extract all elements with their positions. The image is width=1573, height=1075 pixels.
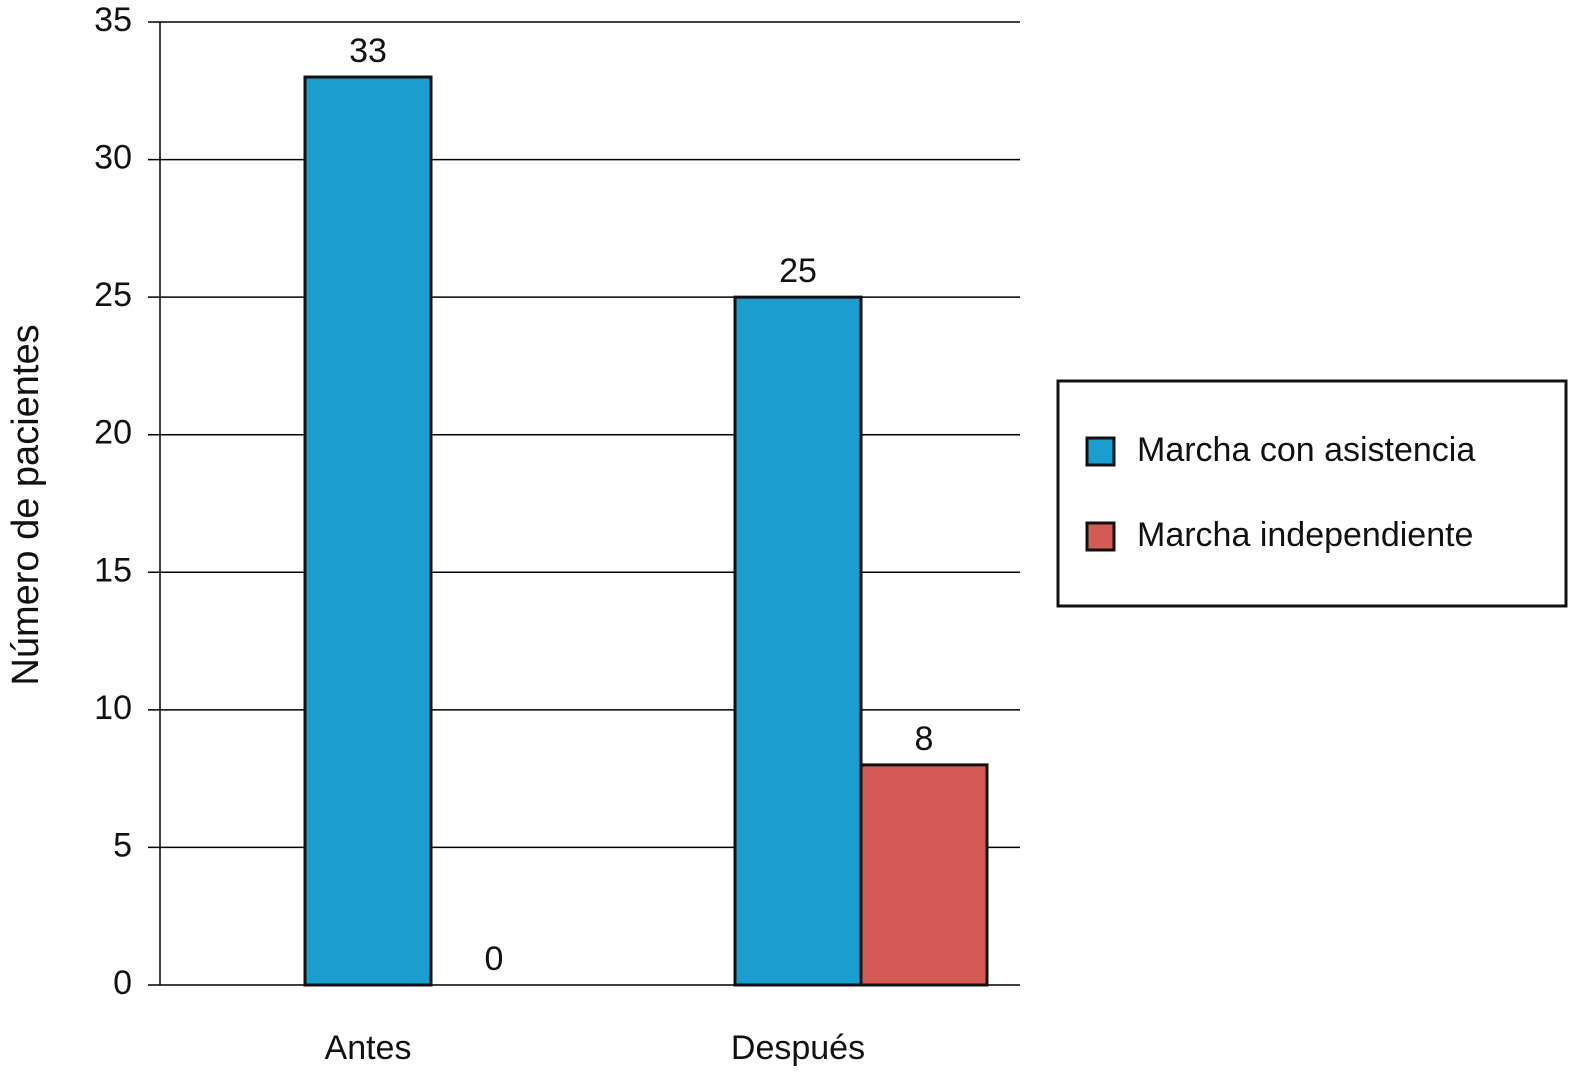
- y-tick-label: 0: [113, 964, 132, 1002]
- y-tick-label: 20: [94, 414, 132, 452]
- legend-swatch: [1085, 436, 1116, 467]
- value-label: 0: [485, 940, 504, 978]
- y-tick-label: 5: [113, 826, 132, 864]
- y-tick-label: 35: [94, 1, 132, 39]
- y-tick-label: 10: [94, 689, 132, 727]
- y-tick-label: 15: [94, 551, 132, 589]
- x-tick-label: Antes: [325, 1029, 412, 1067]
- bar: [859, 763, 989, 987]
- value-label: 8: [915, 720, 934, 758]
- x-tick-label: Después: [731, 1029, 865, 1067]
- bar: [303, 75, 433, 987]
- bar: [733, 295, 863, 987]
- value-label: 25: [779, 252, 817, 290]
- y-axis-title: Número de pacientes: [5, 324, 47, 685]
- legend-label: Marcha independiente: [1137, 516, 1473, 554]
- value-label: 33: [349, 32, 387, 70]
- legend-label: Marcha con asistencia: [1137, 431, 1475, 469]
- y-tick-label: 30: [94, 139, 132, 177]
- y-tick-label: 25: [94, 276, 132, 314]
- legend-swatch: [1085, 521, 1116, 552]
- legend-box: [1056, 379, 1568, 608]
